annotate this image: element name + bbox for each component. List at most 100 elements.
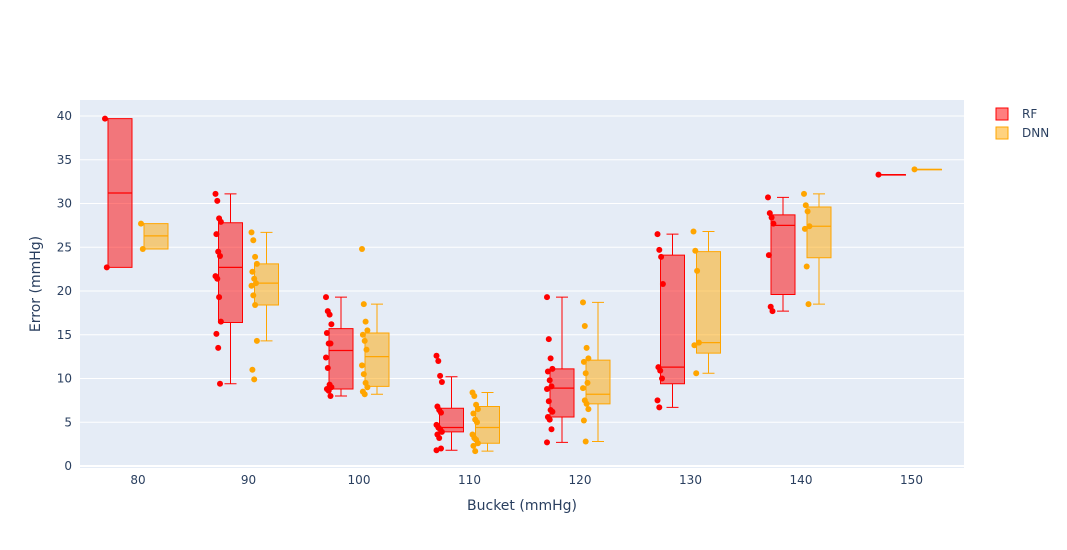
- data-point: [549, 408, 556, 415]
- data-points: [323, 294, 335, 399]
- box-rf-130: [654, 231, 685, 411]
- data-point: [216, 294, 223, 301]
- data-point: [250, 237, 257, 244]
- data-point: [875, 171, 882, 178]
- data-points: [654, 231, 666, 411]
- data-point: [580, 358, 587, 365]
- data-point: [436, 435, 443, 441]
- box-rf-120: [544, 294, 575, 446]
- box-iqr: [696, 251, 721, 354]
- data-point: [471, 393, 478, 399]
- box-iqr: [806, 206, 832, 259]
- data-point: [214, 275, 221, 282]
- box-rf-110: [433, 352, 464, 454]
- data-point: [546, 377, 553, 384]
- data-point: [433, 447, 440, 454]
- data-points: [212, 190, 224, 387]
- y-tick-label: 20: [57, 284, 72, 298]
- data-point: [659, 281, 666, 287]
- legend-item-rf[interactable]: RF: [995, 107, 1037, 121]
- y-tick-label: 25: [57, 240, 72, 254]
- box-dnn-140: [801, 190, 832, 308]
- data-point: [364, 384, 371, 391]
- data-point: [359, 331, 366, 338]
- data-point: [654, 231, 661, 238]
- x-tick-label: 80: [130, 473, 145, 487]
- box-iqr: [770, 214, 796, 295]
- data-point: [248, 229, 255, 236]
- data-point: [253, 280, 259, 287]
- data-point: [252, 302, 259, 308]
- data-points: [359, 246, 371, 398]
- data-point: [804, 208, 811, 215]
- data-point: [103, 264, 110, 271]
- data-point: [544, 294, 550, 301]
- y-tick-label: 0: [64, 459, 72, 473]
- data-points: [911, 166, 918, 173]
- x-tick-label: 100: [348, 473, 371, 487]
- data-point: [801, 190, 807, 197]
- data-point: [359, 246, 365, 252]
- data-points: [102, 115, 110, 271]
- box-iqr: [549, 368, 575, 418]
- legend-label: RF: [1022, 107, 1037, 121]
- box-dnn-100: [359, 246, 390, 398]
- box-rf-150: [875, 171, 906, 178]
- data-point: [213, 231, 220, 238]
- data-point: [548, 426, 555, 433]
- data-point: [250, 292, 257, 299]
- data-point: [138, 220, 144, 227]
- legend[interactable]: RF DNN: [995, 107, 1049, 140]
- x-axis-title: Bucket (mmHg): [467, 498, 577, 514]
- data-point: [770, 220, 777, 227]
- data-point: [544, 439, 550, 446]
- data-point: [251, 376, 258, 383]
- box-rf-80: [102, 115, 133, 271]
- data-point: [327, 340, 334, 347]
- x-tick-label: 130: [679, 473, 702, 487]
- data-point: [544, 386, 550, 392]
- box-iqr: [439, 407, 464, 433]
- data-points: [580, 299, 592, 445]
- data-point: [911, 166, 918, 173]
- x-tick-label: 90: [241, 473, 256, 487]
- data-point: [248, 282, 255, 289]
- data-point: [694, 267, 701, 274]
- data-point: [801, 225, 808, 232]
- data-point: [361, 337, 368, 344]
- data-point: [583, 344, 590, 351]
- box-rf-90: [212, 190, 243, 387]
- data-point: [806, 223, 813, 230]
- data-points: [875, 171, 882, 178]
- box-iqr: [364, 332, 390, 387]
- data-point: [768, 214, 775, 221]
- data-point: [692, 247, 699, 254]
- box-dnn-150: [911, 166, 942, 173]
- x-tick-label: 140: [790, 473, 813, 487]
- box-rf-100: [323, 294, 354, 399]
- data-point: [582, 370, 589, 377]
- data-point: [249, 268, 256, 275]
- series-dnn: [138, 166, 942, 455]
- legend-item-dnn[interactable]: DNN: [995, 126, 1049, 140]
- data-point: [362, 318, 369, 325]
- data-point: [695, 339, 702, 346]
- legend-swatch: [995, 107, 1009, 121]
- data-point: [585, 355, 592, 362]
- data-point: [657, 367, 664, 374]
- data-point: [654, 397, 661, 404]
- data-points: [765, 194, 777, 315]
- data-point: [583, 400, 590, 407]
- data-point: [805, 301, 812, 308]
- data-point: [438, 379, 445, 385]
- plot-background: [80, 100, 964, 468]
- data-point: [545, 398, 552, 405]
- data-point: [472, 448, 479, 455]
- data-point: [217, 253, 223, 259]
- box-iqr: [475, 406, 500, 444]
- data-point: [437, 372, 444, 379]
- y-tick-label: 5: [64, 415, 72, 429]
- data-point: [363, 346, 370, 353]
- data-point: [102, 115, 108, 122]
- legend-label: DNN: [1022, 126, 1049, 140]
